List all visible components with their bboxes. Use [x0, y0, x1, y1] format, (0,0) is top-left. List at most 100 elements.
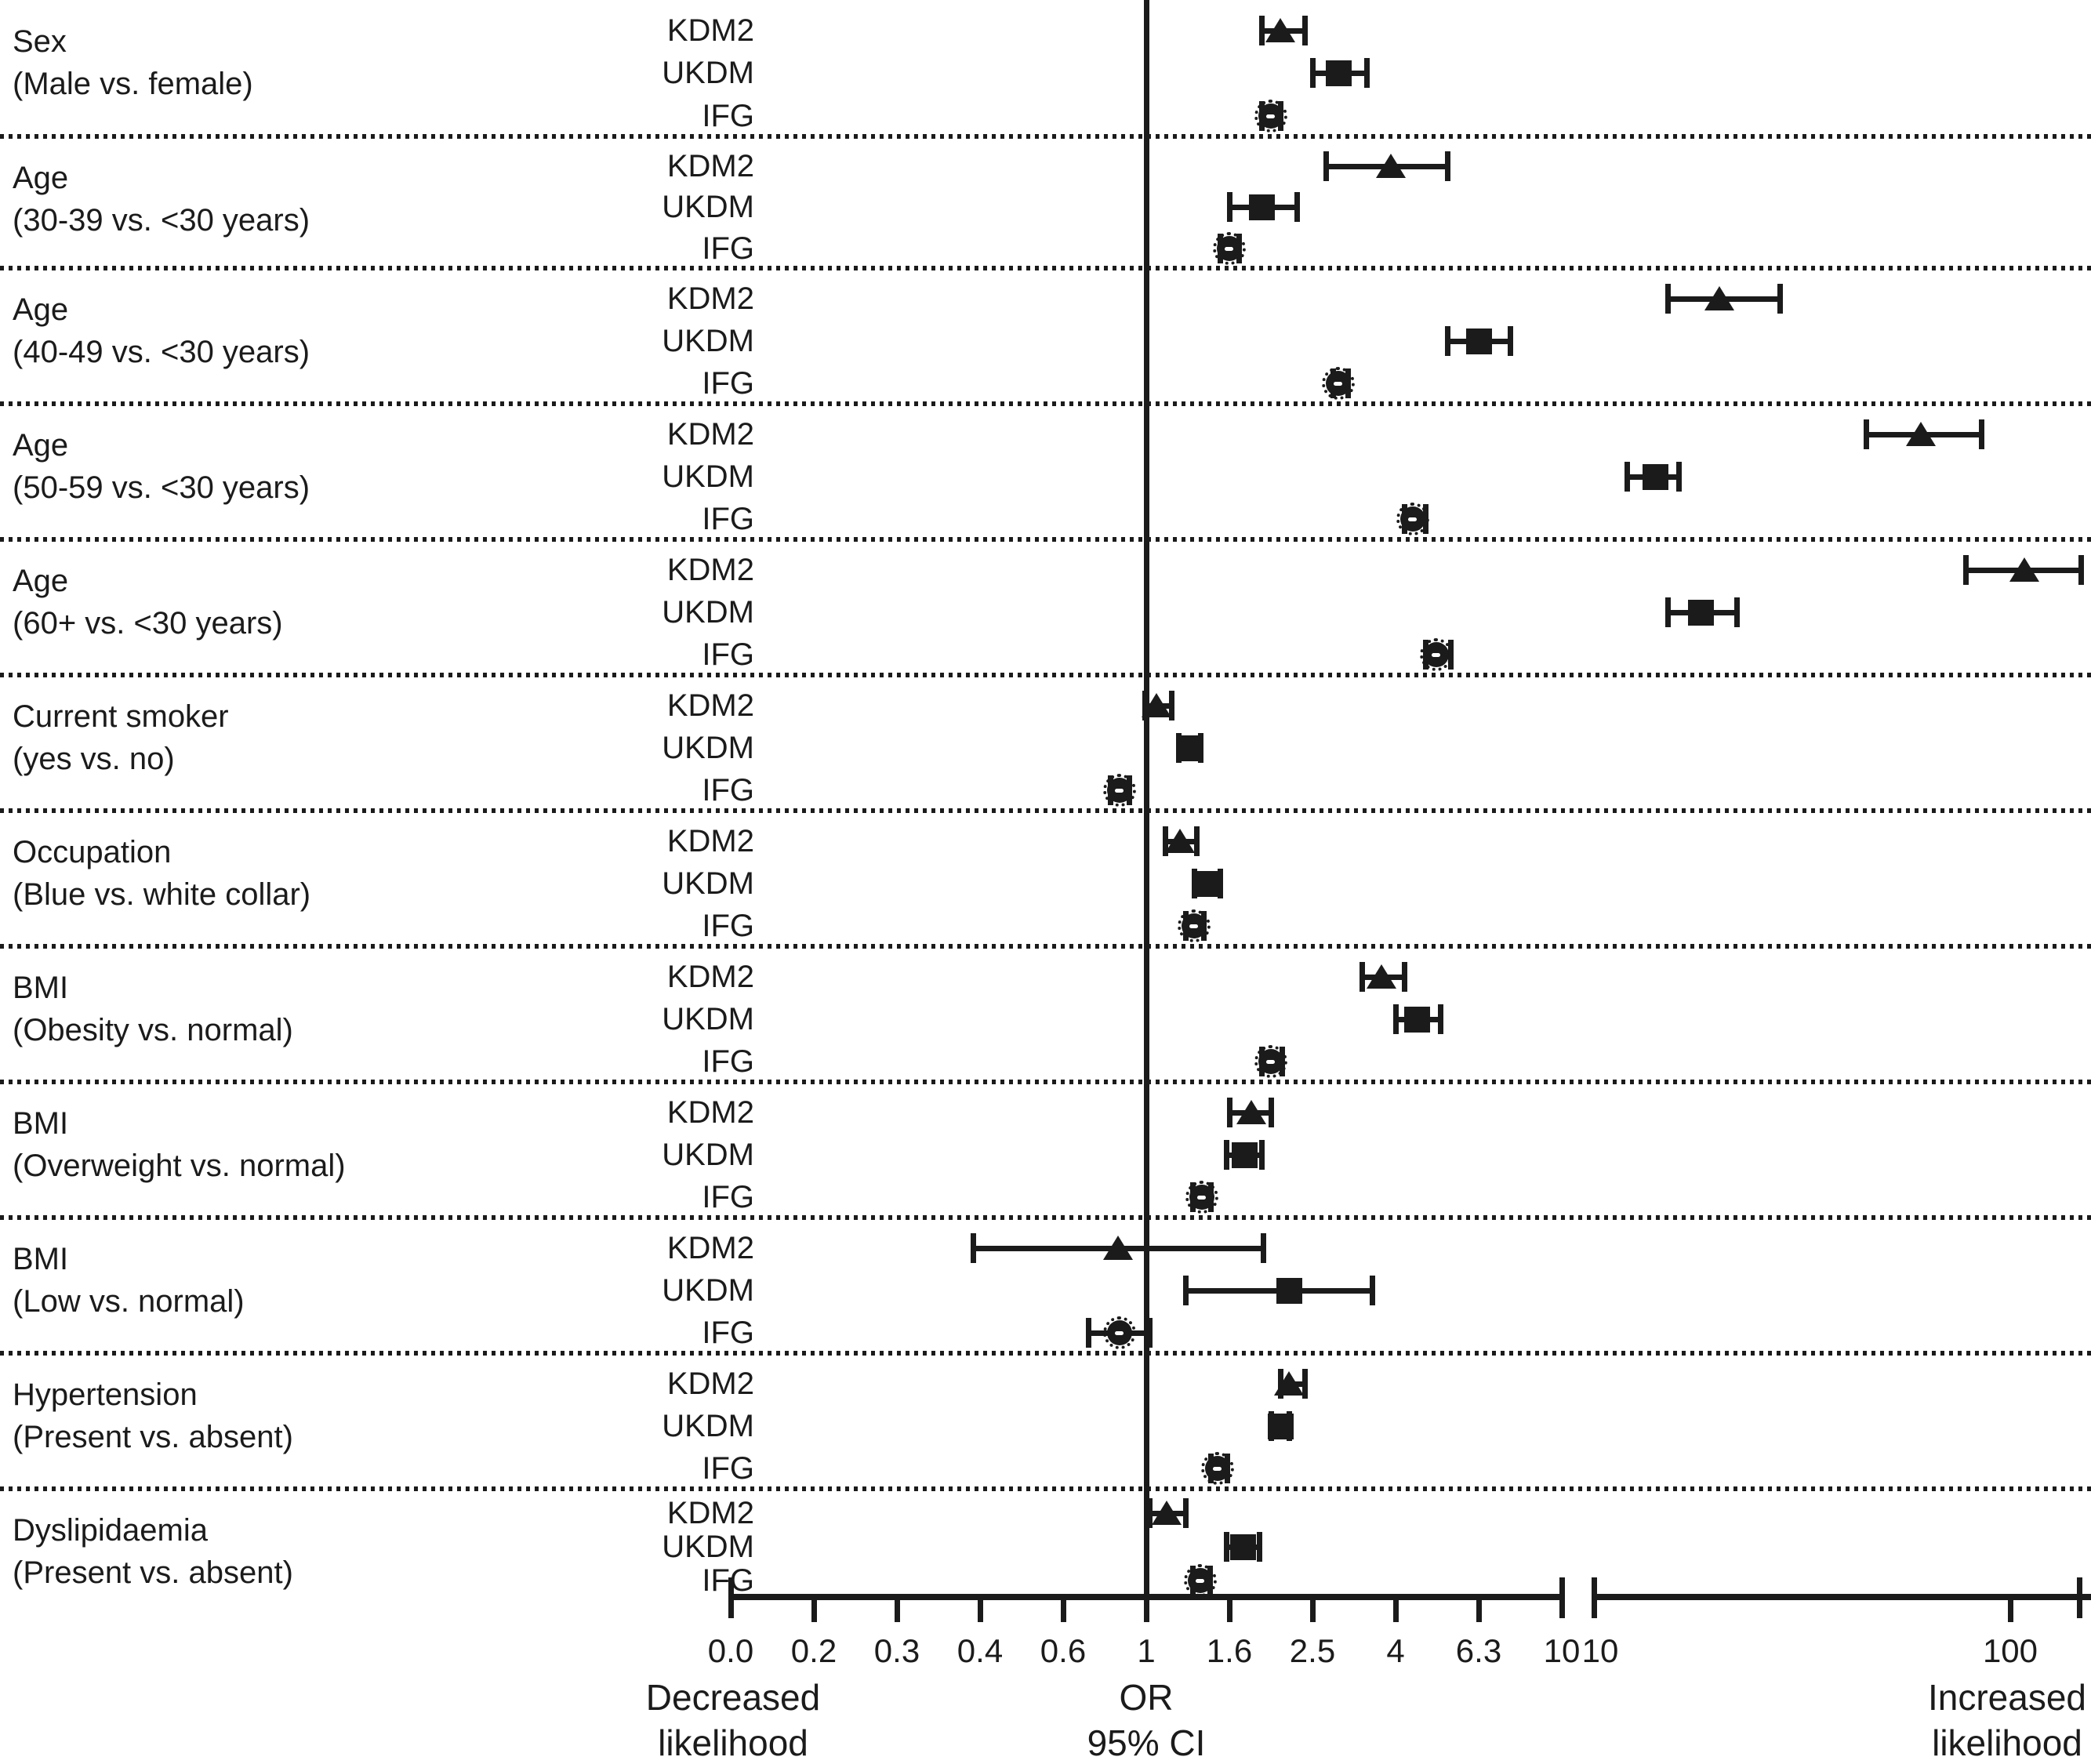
series-row-label-kdm2: KDM2	[666, 1496, 754, 1531]
axis-tick-label: 1	[1137, 1632, 1156, 1669]
series-row-label-ifg: IFG	[702, 98, 754, 133]
increased-likelihood-caption: Increased likelihood	[1803, 1675, 2091, 1764]
group-label: Age (40-49 vs. <30 years)	[13, 289, 310, 373]
group-label-line2: (Male vs. female)	[13, 67, 253, 101]
kdm2-triangle-marker	[1367, 964, 1397, 989]
group-label: Sex (Male vs. female)	[13, 20, 253, 105]
ci-cap-lower	[1183, 1275, 1189, 1305]
axis-tick-label: 4	[1386, 1632, 1405, 1669]
axis-tick	[728, 1577, 734, 1618]
axis-tick-label: 0.3	[873, 1632, 920, 1669]
ci-cap-upper	[1218, 868, 1224, 898]
series-row-label-ukdm: UKDM	[662, 1529, 754, 1564]
axis-tick-label: 10	[1543, 1632, 1581, 1669]
axis-tick	[811, 1597, 817, 1622]
or-caption-line2: 95% CI	[1087, 1722, 1206, 1763]
ci-cap-upper	[1448, 640, 1454, 670]
series-row-label-ifg: IFG	[702, 1316, 754, 1351]
increased-caption-line1: Increased	[1927, 1677, 2086, 1718]
axis-tick	[895, 1597, 900, 1622]
series-row-label-kdm2: KDM2	[666, 959, 754, 994]
group-label-line1: Age	[13, 564, 69, 598]
group-label-line2: (Low vs. normal)	[13, 1284, 245, 1319]
ci-cap-upper	[1269, 1097, 1274, 1127]
or-caption-line1: OR	[1119, 1677, 1174, 1718]
axis-tick-label: 10	[1581, 1632, 1619, 1669]
series-row-label-ukdm: UKDM	[662, 594, 754, 630]
series-row-label-ifg: IFG	[702, 1044, 754, 1080]
ci-cap-lower	[1227, 1097, 1232, 1127]
ukdm-square-marker	[1404, 1006, 1431, 1033]
ukdm-square-marker	[1248, 194, 1275, 220]
ci-cap-lower	[1359, 961, 1365, 992]
group-label-line2: (40-49 vs. <30 years)	[13, 335, 310, 369]
series-row-label-ukdm: UKDM	[662, 189, 754, 224]
row-divider	[0, 808, 2091, 813]
series-row-label-ifg: IFG	[702, 1451, 754, 1486]
ci-cap-upper	[1183, 1498, 1189, 1529]
group-label-line1: BMI	[13, 1106, 69, 1141]
group-label-line2: (30-39 vs. <30 years)	[13, 203, 310, 238]
group-label: Age (60+ vs. <30 years)	[13, 560, 283, 644]
group-label-line2: (50-59 vs. <30 years)	[13, 470, 310, 505]
group-label-line1: Sex	[13, 24, 67, 59]
ci-cap-lower	[1258, 16, 1265, 46]
group-label-line1: BMI	[13, 971, 69, 1005]
row-divider	[0, 944, 2091, 949]
row-divider	[0, 1080, 2091, 1084]
ci-cap-lower	[1323, 151, 1330, 181]
kdm2-triangle-marker	[1704, 285, 1734, 310]
ci-cap-lower	[970, 1232, 976, 1263]
row-divider	[0, 401, 2091, 406]
series-row-label-kdm2: KDM2	[666, 823, 754, 858]
ci-cap-lower	[1444, 325, 1450, 356]
ci-cap-upper	[1261, 1232, 1267, 1263]
kdm2-triangle-marker	[1142, 692, 1172, 717]
ifg-circle-marker	[1254, 1045, 1287, 1079]
row-divider	[0, 266, 2091, 270]
group-label: Occupation (Blue vs. white collar)	[13, 831, 310, 916]
axis-tick	[1393, 1597, 1399, 1622]
axis-tick-label: 1.6	[1206, 1632, 1253, 1669]
ifg-circle-marker	[1201, 1452, 1235, 1486]
series-row-label-ukdm: UKDM	[662, 730, 754, 765]
axis-tick	[1227, 1597, 1232, 1622]
group-label: Dyslipidaemia (Present vs. absent)	[13, 1509, 293, 1594]
ukdm-square-marker	[1230, 1534, 1257, 1560]
ci-cap-upper	[1508, 325, 1513, 356]
ci-cap-lower	[1962, 554, 1969, 585]
series-row-label-ukdm: UKDM	[662, 459, 754, 494]
series-row-label-kdm2: KDM2	[666, 148, 754, 183]
series-row-label-ifg: IFG	[702, 637, 754, 673]
group-label-line1: BMI	[13, 1242, 69, 1276]
ci-cap-lower	[1191, 868, 1197, 898]
ci-cap-lower	[1223, 1139, 1229, 1170]
ci-cap-upper	[1777, 283, 1784, 314]
decreased-caption-line1: Decreased	[645, 1677, 821, 1718]
ifg-circle-marker	[1177, 909, 1211, 943]
ci-cap-upper	[2078, 554, 2085, 585]
row-divider	[0, 1215, 2091, 1220]
kdm2-triangle-marker	[1151, 1501, 1182, 1526]
axis-tick	[1061, 1597, 1066, 1622]
group-label: Age (30-39 vs. <30 years)	[13, 157, 310, 241]
series-row-label-ukdm: UKDM	[662, 866, 754, 901]
ifg-circle-marker	[1396, 503, 1430, 536]
ci-cap-upper	[1147, 1318, 1153, 1348]
row-divider	[0, 134, 2091, 139]
series-row-label-kdm2: KDM2	[666, 688, 754, 723]
ci-cap-lower	[1664, 283, 1671, 314]
group-label-line1: Dyslipidaemia	[13, 1513, 208, 1548]
kdm2-triangle-marker	[1164, 828, 1195, 853]
ci-cap-upper	[1364, 58, 1370, 89]
axis-tick-label: 0.6	[1040, 1632, 1087, 1669]
kdm2-triangle-marker	[1906, 421, 1936, 446]
axis-tick	[2077, 1577, 2082, 1618]
axis-tick-label: 0.2	[790, 1632, 837, 1669]
kdm2-triangle-marker	[1376, 153, 1407, 178]
ifg-circle-marker	[1103, 1316, 1137, 1350]
ci-cap-lower	[1625, 461, 1631, 492]
or-axis-caption: OR 95% CI	[942, 1675, 1350, 1764]
group-label: Age (50-59 vs. <30 years)	[13, 424, 310, 509]
